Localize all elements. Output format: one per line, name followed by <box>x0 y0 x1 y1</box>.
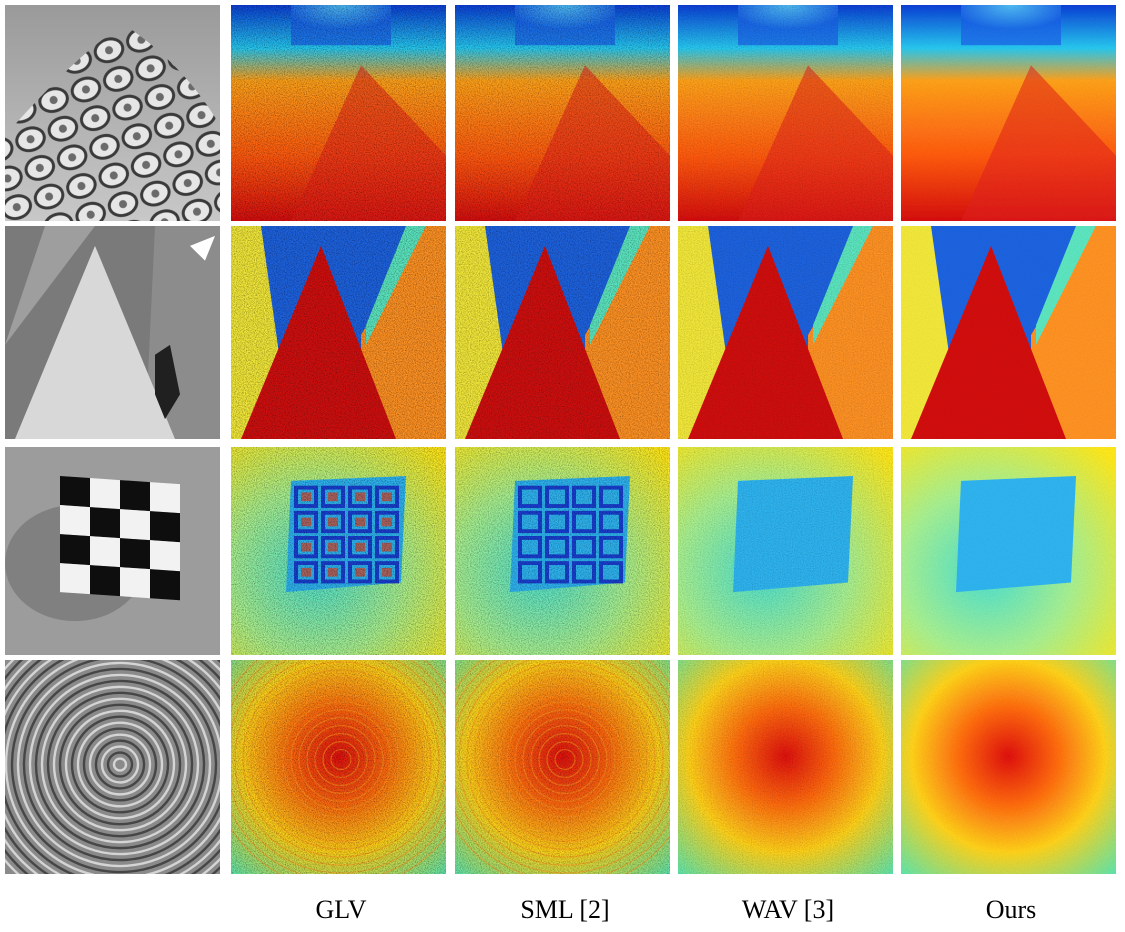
column-label-wav: WAV [3] <box>741 895 835 924</box>
tile-fabric-pattern-sml <box>455 5 670 221</box>
tile-fabric-pattern-input <box>5 5 220 221</box>
tile-checker-cube-wav <box>678 447 893 655</box>
tile-checker-cube-glv <box>231 447 446 655</box>
tile-fabric-pattern-glv <box>231 5 446 221</box>
figure-grid <box>5 5 1116 874</box>
tile-cones-glv <box>231 226 446 439</box>
column-label-sml: SML [2] <box>520 895 610 924</box>
tile-fabric-pattern-wav <box>678 5 893 221</box>
tile-ripples-input <box>5 660 220 874</box>
column-label-ours: Ours <box>985 895 1037 924</box>
tile-checker-cube-input <box>5 447 220 655</box>
tile-checker-cube-ours <box>901 447 1116 655</box>
tile-ripples-sml <box>455 660 670 874</box>
tile-checker-cube-sml <box>455 447 670 655</box>
tile-cones-ours <box>901 226 1116 439</box>
tile-cones-sml <box>455 226 670 439</box>
tile-fabric-pattern-ours <box>901 5 1116 221</box>
tile-cones-input <box>5 226 220 439</box>
tile-cones-wav <box>678 226 893 439</box>
column-label-glv: GLV <box>315 895 367 924</box>
tile-ripples-ours <box>901 660 1116 874</box>
tile-ripples-wav <box>678 660 893 874</box>
tile-ripples-glv <box>231 660 446 874</box>
